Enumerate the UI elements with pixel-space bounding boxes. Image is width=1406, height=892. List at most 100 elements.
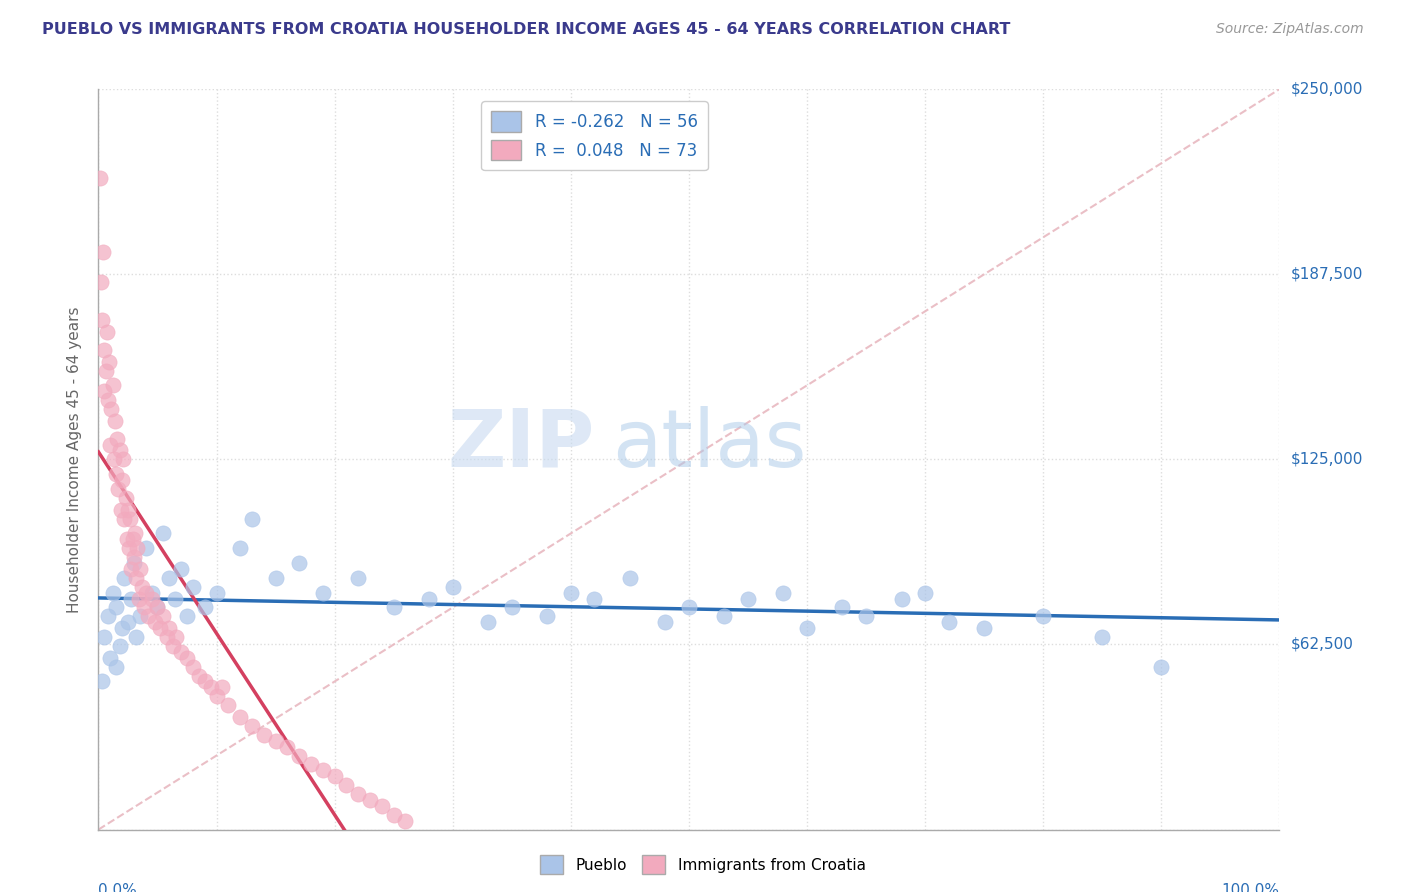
- Point: [111, 473, 134, 487]
- Point: [347, 571, 370, 585]
- Point: [96, 325, 118, 339]
- Point: [121, 591, 143, 606]
- Point: [973, 621, 995, 635]
- Point: [114, 491, 136, 505]
- Point: [107, 482, 129, 496]
- Point: [110, 502, 132, 516]
- Point: [312, 764, 335, 778]
- Text: ZIP: ZIP: [447, 406, 595, 483]
- Point: [176, 609, 198, 624]
- Point: [91, 313, 114, 327]
- Point: [105, 600, 128, 615]
- Point: [105, 467, 128, 482]
- Point: [253, 728, 276, 742]
- Point: [94, 363, 117, 377]
- Point: [122, 556, 145, 570]
- Point: [176, 650, 198, 665]
- Point: [536, 609, 558, 624]
- Point: [108, 639, 131, 653]
- Point: [312, 585, 335, 599]
- Point: [240, 511, 263, 525]
- Point: [143, 615, 166, 630]
- Point: [501, 600, 523, 615]
- Point: [103, 452, 125, 467]
- Point: [276, 739, 298, 754]
- Point: [181, 580, 204, 594]
- Y-axis label: Householder Income Ages 45 - 64 years: Householder Income Ages 45 - 64 years: [67, 306, 83, 613]
- Point: [121, 562, 143, 576]
- Text: $125,000: $125,000: [1291, 452, 1362, 467]
- Point: [141, 585, 163, 599]
- Point: [93, 630, 115, 644]
- Point: [938, 615, 960, 630]
- Point: [125, 571, 148, 585]
- Text: 100.0%: 100.0%: [1222, 883, 1279, 892]
- Point: [477, 615, 499, 630]
- Point: [347, 787, 370, 801]
- Point: [100, 402, 122, 417]
- Text: Source: ZipAtlas.com: Source: ZipAtlas.com: [1216, 22, 1364, 37]
- Point: [157, 621, 180, 635]
- Point: [1091, 630, 1114, 644]
- Legend: R = -0.262   N = 56, R =  0.048   N = 73: R = -0.262 N = 56, R = 0.048 N = 73: [481, 101, 707, 170]
- Point: [141, 591, 163, 606]
- Point: [149, 621, 172, 635]
- Point: [118, 541, 141, 556]
- Point: [128, 591, 150, 606]
- Point: [121, 533, 143, 547]
- Point: [125, 630, 148, 644]
- Point: [170, 645, 193, 659]
- Point: [796, 621, 818, 635]
- Point: [120, 511, 142, 525]
- Point: [112, 452, 135, 467]
- Point: [108, 443, 131, 458]
- Text: $62,500: $62,500: [1291, 637, 1354, 652]
- Point: [200, 681, 222, 695]
- Text: $187,500: $187,500: [1291, 267, 1362, 282]
- Point: [89, 171, 111, 186]
- Point: [135, 541, 157, 556]
- Point: [855, 609, 877, 624]
- Point: [382, 600, 405, 615]
- Point: [264, 733, 287, 747]
- Point: [394, 814, 416, 828]
- Point: [678, 600, 700, 615]
- Legend: Pueblo, Immigrants from Croatia: Pueblo, Immigrants from Croatia: [534, 849, 872, 880]
- Point: [772, 585, 794, 599]
- Point: [335, 778, 357, 792]
- Point: [157, 571, 180, 585]
- Point: [101, 378, 124, 392]
- Point: [1032, 609, 1054, 624]
- Point: [112, 511, 135, 525]
- Point: [117, 502, 139, 516]
- Point: [105, 432, 128, 446]
- Point: [98, 650, 121, 665]
- Point: [98, 354, 121, 368]
- Point: [359, 793, 381, 807]
- Point: [104, 414, 127, 428]
- Point: [914, 585, 936, 599]
- Point: [418, 591, 440, 606]
- Point: [90, 275, 112, 289]
- Point: [128, 562, 150, 576]
- Point: [146, 600, 169, 615]
- Point: [229, 541, 252, 556]
- Point: [156, 630, 179, 644]
- Point: [211, 681, 233, 695]
- Point: [288, 748, 311, 763]
- Point: [111, 621, 134, 635]
- Point: [240, 719, 263, 733]
- Point: [117, 615, 139, 630]
- Point: [194, 674, 217, 689]
- Point: [128, 609, 150, 624]
- Point: [162, 639, 184, 653]
- Point: [288, 556, 311, 570]
- Point: [217, 698, 239, 713]
- Point: [97, 609, 120, 624]
- Point: [737, 591, 759, 606]
- Point: [165, 630, 187, 644]
- Point: [146, 600, 169, 615]
- Point: [299, 757, 322, 772]
- Point: [91, 674, 114, 689]
- Point: [187, 668, 209, 682]
